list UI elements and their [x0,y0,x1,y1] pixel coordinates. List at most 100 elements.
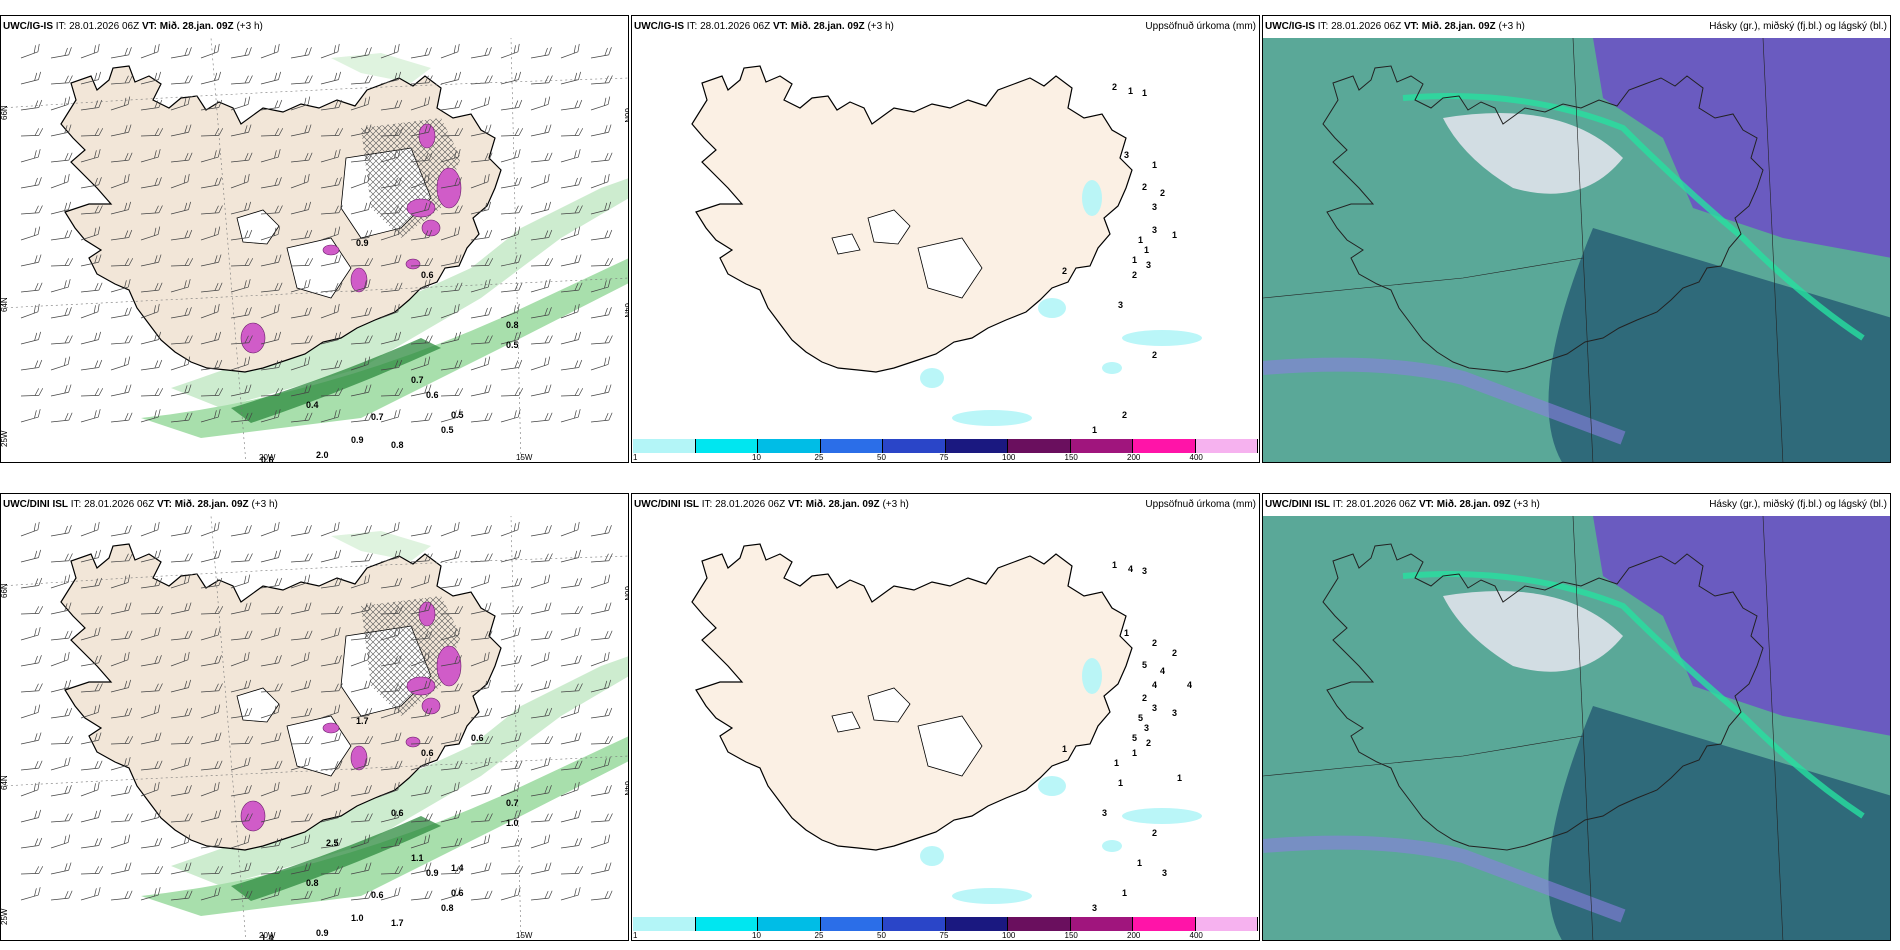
barb-staff [410,286,429,293]
barb-flag [124,153,129,161]
barb-flag [334,838,339,847]
barb-staff [170,715,189,719]
barb-flag [514,177,518,186]
barb-flag [544,125,548,134]
wind-barb [200,303,220,319]
barb-staff [200,845,219,849]
barb-staff [470,209,489,215]
barb-flag [454,72,458,81]
barb-staff [500,289,519,293]
barb-flag [487,96,491,105]
barb-staff [260,739,279,745]
barb-flag [514,761,519,769]
barb-flag [213,705,217,714]
wind-barb [200,282,223,293]
wind-barb [260,704,281,719]
wind-barb [500,577,523,589]
barb-flag [428,412,433,421]
wind-barb [290,75,313,85]
barb-flag [38,99,43,108]
barb-staff [230,181,249,189]
barb-staff [20,634,39,641]
wind-barb [20,549,41,563]
barb-flag [247,651,250,660]
wind-barb [590,862,612,875]
barb-flag [94,283,99,291]
barb-flag [544,335,549,344]
barb-flag [184,385,188,394]
barb-staff [20,739,39,745]
wind-barb [230,307,252,319]
barb-staff [170,842,189,849]
wind-barb [320,409,341,423]
barb-staff [200,817,219,823]
wind-barb [590,736,614,745]
barb-flag [158,99,163,108]
wind-barb [530,47,552,59]
right-lat-label: 64N [623,303,629,318]
barb-flag [517,887,521,896]
barb-flag [577,43,580,52]
barb-flag [544,891,549,899]
barb-flag [517,149,521,158]
barb-staff [530,715,549,719]
barb-flag [34,683,39,692]
barb-flag [604,736,610,744]
wind-barb [260,99,283,111]
barb-flag [64,708,69,717]
barb-flag [577,781,580,790]
barb-flag [458,760,463,769]
barb-flag [217,149,221,158]
barb-flag [154,628,157,637]
barb-flag [94,550,98,559]
wind-barb [530,813,553,823]
wind-barb [110,525,132,537]
wind-barb [110,356,131,371]
wind-barb [350,630,373,641]
barb-staff [380,712,399,719]
barb-staff [410,743,430,745]
barb-staff [170,265,190,267]
barb-flag [337,226,341,235]
barb-flag [427,757,431,766]
barb-flag [364,153,369,161]
barb-staff [560,51,579,59]
wind-barb [470,152,493,163]
barb-staff [380,634,399,641]
barb-flag [124,385,128,394]
barb-flag [397,704,401,713]
lat-label: 25W [1,908,9,925]
barb-flag [34,128,40,136]
wind-barb [290,47,312,59]
barb-flag [424,75,429,84]
barb-staff [380,395,400,397]
barb-staff [440,184,459,189]
barb-flag [334,360,339,369]
barb-flag [338,99,343,108]
barb-flag [248,229,253,238]
wind-barb [500,549,521,563]
barb-staff [140,367,159,371]
wind-barb [20,809,41,823]
barb-flag [128,525,132,533]
barb-staff [470,715,489,719]
barb-staff [260,894,279,901]
barb-flag [184,758,187,767]
barb-staff [560,79,579,85]
barb-staff [350,342,369,345]
barb-flag [334,283,339,291]
barb-staff [470,286,489,293]
barb-flag [37,303,40,312]
wind-barb [470,553,493,563]
barb-staff [380,894,399,901]
precip-value-label: 2 [1112,82,1117,92]
barb-staff [80,634,99,641]
wind-barb [380,732,402,745]
barb-flag [574,655,578,664]
barb-flag [484,736,490,744]
wind-barb [410,258,434,267]
barb-staff [440,79,459,85]
barb-flag [488,785,492,793]
barb-flag [247,356,251,365]
wind-barb [470,630,493,641]
